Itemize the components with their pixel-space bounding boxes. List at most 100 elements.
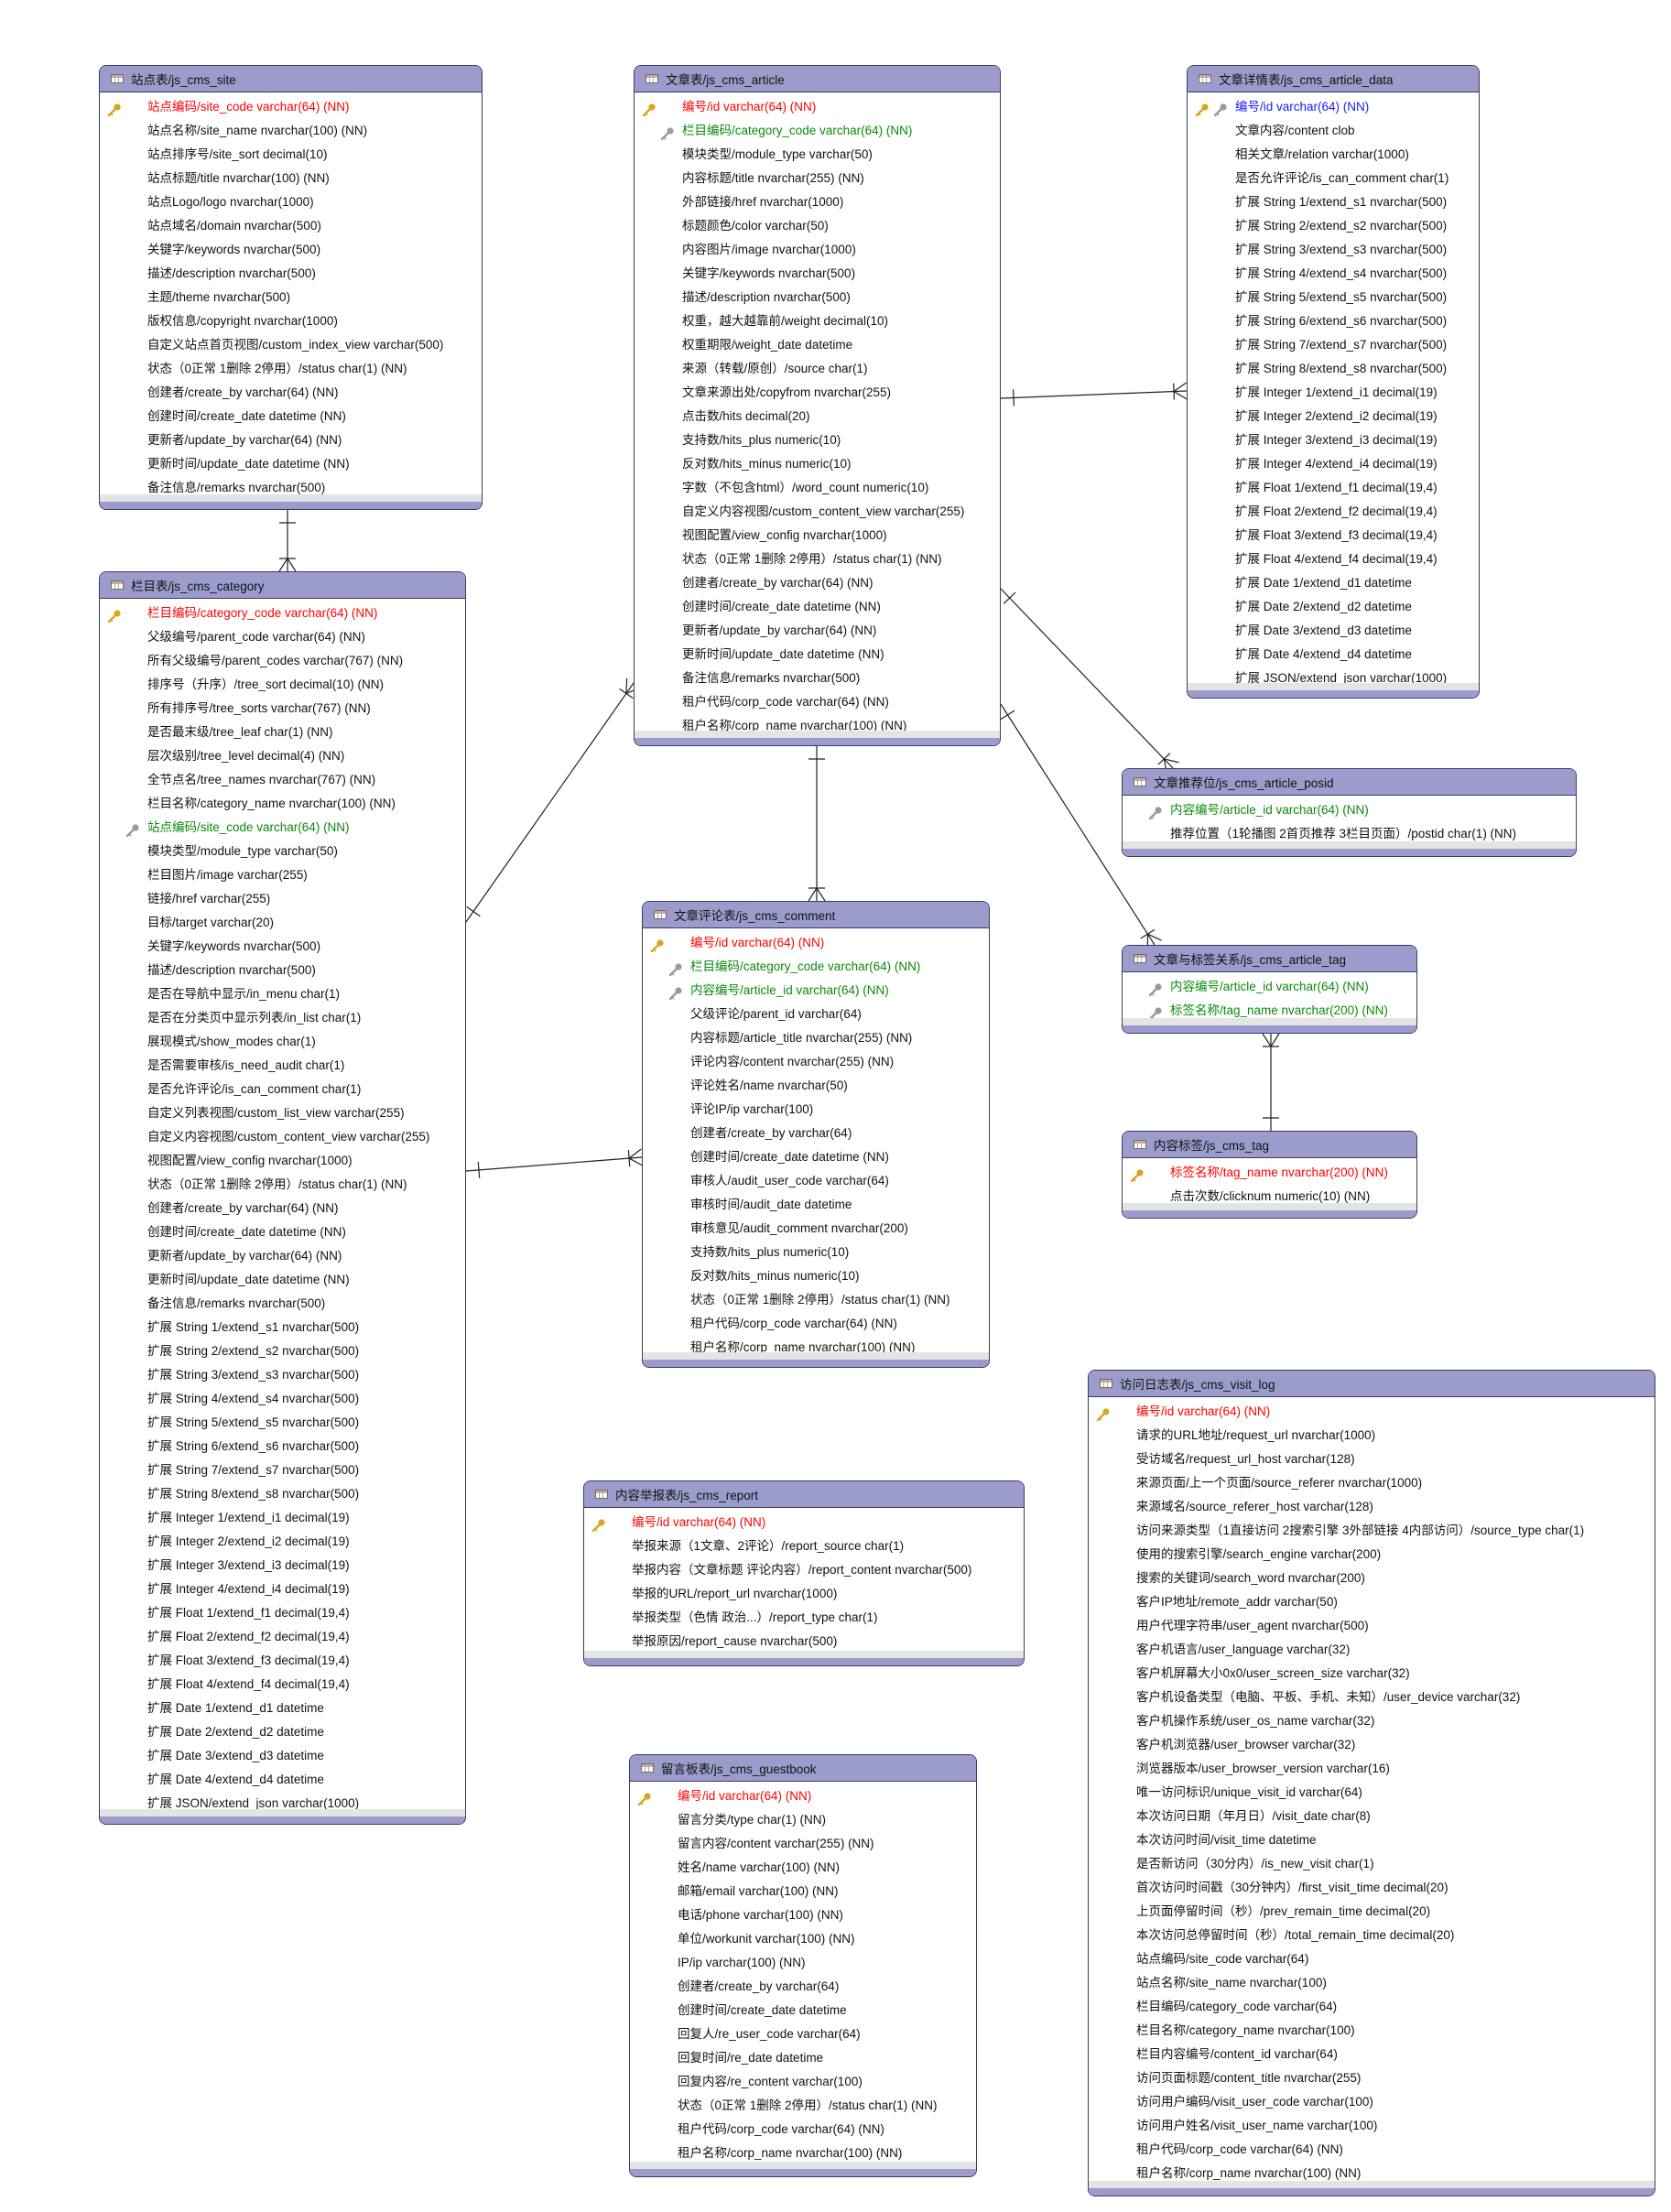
table-field[interactable]: 模块类型/module_type varchar(50)	[635, 143, 1000, 167]
table-field[interactable]: 描述/description nvarchar(500)	[100, 262, 482, 286]
table-field[interactable]: 编号/id varchar(64) (NN)	[635, 95, 1000, 119]
table-field[interactable]: 访问用户编码/visit_user_code varchar(100)	[1089, 2090, 1655, 2114]
table-field[interactable]: 站点编码/site_code varchar(64) (NN)	[100, 816, 465, 840]
table-field[interactable]: 首次访问时间戳（30分钟内）/first_visit_time decimal(…	[1089, 1876, 1655, 1900]
table-field[interactable]: 唯一访问标识/unique_visit_id varchar(64)	[1089, 1781, 1655, 1805]
table-field[interactable]: 状态（0正常 1删除 2停用）/status char(1) (NN)	[630, 2094, 976, 2118]
table-field[interactable]: 站点名称/site_name nvarchar(100)	[1089, 1971, 1655, 1995]
table-field[interactable]: 留言内容/content varchar(255) (NN)	[630, 1832, 976, 1856]
table-field[interactable]: 更新时间/update_date datetime (NN)	[100, 1268, 465, 1292]
table-header[interactable]: 内容举报表/js_cms_report	[584, 1481, 1024, 1508]
table-field[interactable]: 排序号（升序）/tree_sort decimal(10) (NN)	[100, 673, 465, 697]
table-field[interactable]: 栏目编码/category_code varchar(64) (NN)	[100, 602, 465, 625]
table-field[interactable]: 扩展 Date 2/extend_d2 datetime	[1188, 595, 1479, 619]
table-field[interactable]: 浏览器版本/user_browser_version varchar(16)	[1089, 1757, 1655, 1781]
table-field[interactable]: 创建者/create_by varchar(64) (NN)	[100, 381, 482, 405]
table-field[interactable]: 视图配置/view_config nvarchar(1000)	[635, 524, 1000, 548]
table-field[interactable]: 客户机操作系统/user_os_name varchar(32)	[1089, 1709, 1655, 1733]
table-field[interactable]: 客户IP地址/remote_addr varchar(50)	[1089, 1590, 1655, 1614]
table-field[interactable]: 客户机浏览器/user_browser varchar(32)	[1089, 1733, 1655, 1757]
table-field[interactable]: 关键字/keywords nvarchar(500)	[635, 262, 1000, 286]
table-field[interactable]: 扩展 Integer 3/extend_i3 decimal(19)	[1188, 428, 1479, 452]
table-field[interactable]: 是否需要审核/is_need_audit char(1)	[100, 1054, 465, 1078]
table-field[interactable]: 租户代码/corp_code varchar(64) (NN)	[630, 2118, 976, 2142]
table-field[interactable]: 扩展 String 1/extend_s1 nvarchar(500)	[1188, 190, 1479, 214]
table-field[interactable]: 是否在分类页中显示列表/in_list char(1)	[100, 1006, 465, 1030]
table-field[interactable]: 扩展 JSON/extend_json varchar(1000)	[100, 1792, 465, 1816]
table-header[interactable]: 站点表/js_cms_site	[100, 66, 482, 92]
table-tag[interactable]: 内容标签/js_cms_tag 标签名称/tag_name nvarchar(20…	[1122, 1131, 1417, 1219]
table-field[interactable]: 访问页面标题/content_title nvarchar(255)	[1089, 2066, 1655, 2090]
table-header[interactable]: 栏目表/js_cms_category	[100, 572, 465, 599]
table-field[interactable]: 创建者/create_by varchar(64)	[643, 1122, 989, 1145]
table-field[interactable]: 扩展 Float 3/extend_f3 decimal(19,4)	[100, 1649, 465, 1673]
table-field[interactable]: 推荐位置（1轮播图 2首页推荐 3栏目页面）/postid char(1) (N…	[1123, 822, 1576, 846]
table-field[interactable]: 扩展 String 6/extend_s6 nvarchar(500)	[100, 1435, 465, 1458]
table-field[interactable]: 栏目编码/category_code varchar(64) (NN)	[643, 955, 989, 979]
table-field[interactable]: 租户代码/corp_code varchar(64) (NN)	[643, 1312, 989, 1336]
table-field[interactable]: 目标/target varchar(20)	[100, 911, 465, 935]
table-field[interactable]: 扩展 Integer 3/extend_i3 decimal(19)	[100, 1554, 465, 1578]
table-field[interactable]: 受访域名/request_url_host varchar(128)	[1089, 1448, 1655, 1471]
table-field[interactable]: 创建者/create_by varchar(64) (NN)	[100, 1197, 465, 1220]
table-field[interactable]: 扩展 Date 1/extend_d1 datetime	[1188, 571, 1479, 595]
table-field[interactable]: 扩展 Integer 2/extend_i2 decimal(19)	[100, 1530, 465, 1554]
table-field[interactable]: 备注信息/remarks nvarchar(500)	[635, 667, 1000, 690]
table-header[interactable]: 文章与标签关系/js_cms_article_tag	[1123, 946, 1416, 972]
table-field[interactable]: 用户代理字符串/user_agent nvarchar(500)	[1089, 1614, 1655, 1638]
table-field[interactable]: 扩展 String 1/extend_s1 nvarchar(500)	[100, 1316, 465, 1339]
table-field[interactable]: 是否允许评论/is_can_comment char(1)	[1188, 167, 1479, 190]
table-field[interactable]: 标签名称/tag_name nvarchar(200) (NN)	[1123, 999, 1416, 1023]
table-visit-log[interactable]: 访问日志表/js_cms_visit_log 编号/id varchar(64) …	[1088, 1370, 1655, 2196]
table-field[interactable]: 举报的URL/report_url nvarchar(1000)	[584, 1582, 1024, 1606]
table-field[interactable]: 扩展 String 2/extend_s2 nvarchar(500)	[1188, 214, 1479, 238]
table-field[interactable]: 状态（0正常 1删除 2停用）/status char(1) (NN)	[100, 357, 482, 381]
table-field[interactable]: 层次级别/tree_level decimal(4) (NN)	[100, 744, 465, 768]
table-field[interactable]: 相关文章/relation varchar(1000)	[1188, 143, 1479, 167]
table-field[interactable]: 标签名称/tag_name nvarchar(200) (NN)	[1123, 1161, 1416, 1185]
table-field[interactable]: 举报类型（色情 政治...）/report_type char(1)	[584, 1606, 1024, 1630]
table-field[interactable]: 请求的URL地址/request_url nvarchar(1000)	[1089, 1424, 1655, 1448]
table-field[interactable]: 备注信息/remarks nvarchar(500)	[100, 476, 482, 500]
table-field[interactable]: 本次访问总停留时间（秒）/total_remain_time decimal(2…	[1089, 1924, 1655, 1947]
table-field[interactable]: 搜索的关键词/search_word nvarchar(200)	[1089, 1567, 1655, 1590]
table-field[interactable]: 审核意见/audit_comment nvarchar(200)	[643, 1217, 989, 1241]
table-field[interactable]: 内容标题/article_title nvarchar(255) (NN)	[643, 1026, 989, 1050]
table-field[interactable]: 扩展 Date 4/extend_d4 datetime	[100, 1768, 465, 1792]
table-field[interactable]: 创建时间/create_date datetime	[630, 1999, 976, 2022]
table-header[interactable]: 文章表/js_cms_article	[635, 66, 1000, 92]
table-field[interactable]: 父级编号/parent_code varchar(64) (NN)	[100, 625, 465, 649]
table-field[interactable]: 本次访问日期（年月日）/visit_date char(8)	[1089, 1805, 1655, 1828]
table-field[interactable]: 客户机屏幕大小0x0/user_screen_size varchar(32)	[1089, 1662, 1655, 1686]
table-field[interactable]: 编号/id varchar(64) (NN)	[1188, 95, 1479, 119]
table-field[interactable]: 自定义列表视图/custom_list_view varchar(255)	[100, 1101, 465, 1125]
table-field[interactable]: 栏目编码/category_code varchar(64)	[1089, 1995, 1655, 2019]
table-field[interactable]: 扩展 Float 3/extend_f3 decimal(19,4)	[1188, 524, 1479, 548]
table-field[interactable]: 访问来源类型（1直接访问 2搜索引擎 3外部链接 4内部访问）/source_t…	[1089, 1519, 1655, 1543]
table-field[interactable]: IP/ip varchar(100) (NN)	[630, 1951, 976, 1975]
table-field[interactable]: 租户名称/corp_name nvarchar(100) (NN)	[1089, 2162, 1655, 2185]
table-header[interactable]: 留言板表/js_cms_guestbook	[630, 1755, 976, 1782]
table-field[interactable]: 栏目编码/category_code varchar(64) (NN)	[635, 119, 1000, 143]
table-field[interactable]: 创建者/create_by varchar(64)	[630, 1975, 976, 1999]
table-field[interactable]: 创建者/create_by varchar(64) (NN)	[635, 571, 1000, 595]
table-guestbook[interactable]: 留言板表/js_cms_guestbook 编号/id varchar(64) (…	[629, 1754, 977, 2177]
table-field[interactable]: 是否在导航中显示/in_menu char(1)	[100, 982, 465, 1006]
table-field[interactable]: 创建时间/create_date datetime (NN)	[100, 405, 482, 428]
table-field[interactable]: 扩展 Float 1/extend_f1 decimal(19,4)	[100, 1601, 465, 1625]
table-field[interactable]: 站点编码/site_code varchar(64)	[1089, 1947, 1655, 1971]
table-field[interactable]: 状态（0正常 1删除 2停用）/status char(1) (NN)	[635, 548, 1000, 571]
table-field[interactable]: 租户名称/corp_name nvarchar(100) (NN)	[635, 714, 1000, 738]
table-field[interactable]: 反对数/hits_minus numeric(10)	[635, 452, 1000, 476]
table-field[interactable]: 外部链接/href nvarchar(1000)	[635, 190, 1000, 214]
table-field[interactable]: 备注信息/remarks nvarchar(500)	[100, 1292, 465, 1316]
table-field[interactable]: 模块类型/module_type varchar(50)	[100, 840, 465, 863]
table-article[interactable]: 文章表/js_cms_article 编号/id varchar(64) (NN)…	[634, 65, 1001, 746]
table-field[interactable]: 扩展 String 5/extend_s5 nvarchar(500)	[100, 1411, 465, 1435]
table-field[interactable]: 扩展 JSON/extend_json varchar(1000)	[1188, 667, 1479, 690]
table-header[interactable]: 内容标签/js_cms_tag	[1123, 1132, 1416, 1158]
table-field[interactable]: 扩展 Date 3/extend_d3 datetime	[1188, 619, 1479, 643]
table-field[interactable]: 回复时间/re_date datetime	[630, 2046, 976, 2070]
table-field[interactable]: 更新者/update_by varchar(64) (NN)	[635, 619, 1000, 643]
table-field[interactable]: 本次访问时间/visit_time datetime	[1089, 1828, 1655, 1852]
